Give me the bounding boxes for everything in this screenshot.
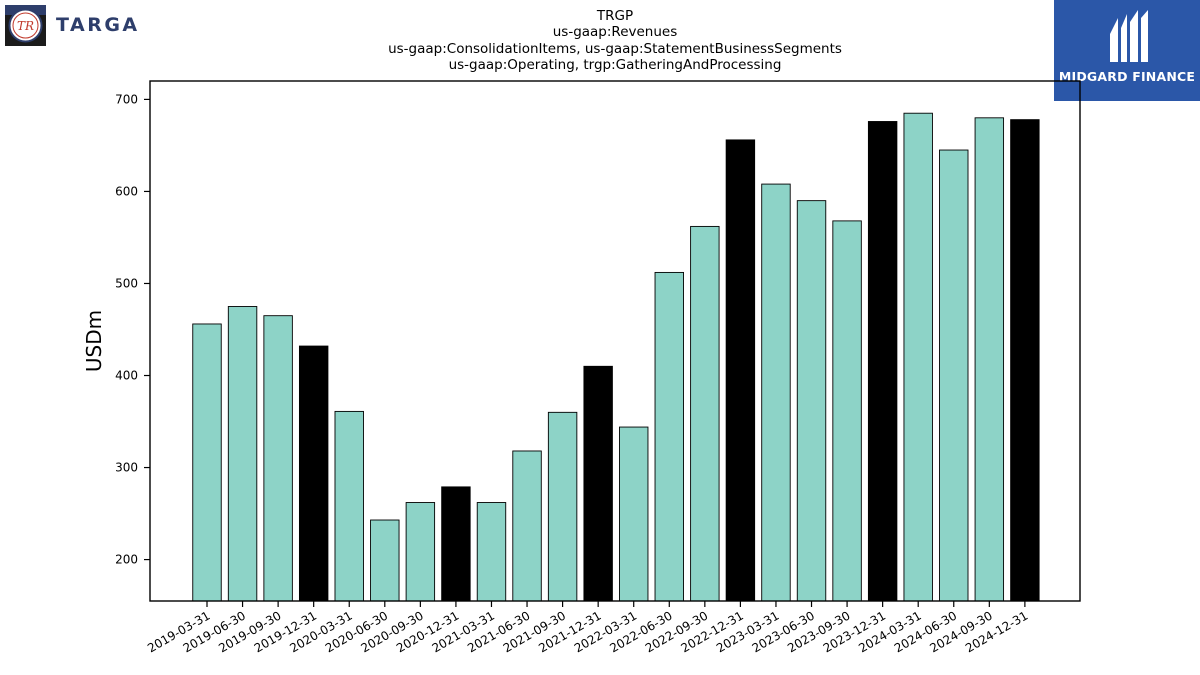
chart-title-line-4: us-gaap:Operating, trgp:GatheringAndProc… — [448, 56, 782, 73]
bar-2019-09-30 — [263, 315, 293, 602]
bar-2019-12-31 — [298, 345, 329, 602]
bar-2023-12-31 — [867, 121, 898, 602]
y-tick-label-200: 200 — [115, 553, 138, 567]
bar-2019-03-31 — [192, 323, 222, 602]
bar-2022-12-31 — [725, 139, 756, 602]
chart-title-line-2: us-gaap:Revenues — [552, 24, 678, 41]
bar-2020-12-31 — [441, 486, 471, 602]
targa-emblem-letters: TR — [17, 19, 34, 33]
bar-2021-06-30 — [512, 450, 542, 602]
bar-2024-09-30 — [974, 117, 1005, 602]
y-tick-label-700: 700 — [115, 92, 138, 106]
bar-2021-03-31 — [476, 502, 507, 602]
y-tick-label-400: 400 — [115, 369, 138, 383]
chart-title: TRGP us-gaap:Revenues us-gaap:Consolidat… — [315, 8, 915, 73]
bar-2020-03-31 — [334, 410, 364, 602]
targa-wordmark: TARGA — [56, 14, 140, 36]
plot-frame — [149, 80, 1081, 602]
bar-2019-06-30 — [227, 306, 258, 602]
plot-area: 2003004005006007002019-03-312019-06-3020… — [82, 80, 1081, 655]
bar-2022-09-30 — [690, 225, 720, 602]
y-tick-label-500: 500 — [115, 276, 138, 290]
bar-2022-03-31 — [619, 426, 649, 602]
bar-2021-09-30 — [547, 411, 578, 602]
midgard-wordmark: MIDGARD FINANCE — [1058, 69, 1196, 84]
bar-2024-06-30 — [939, 149, 969, 602]
bar-2020-09-30 — [405, 502, 436, 602]
bar-2022-06-30 — [654, 271, 684, 602]
bar-2024-03-31 — [903, 112, 933, 602]
chart-title-line-1: TRGP — [596, 8, 634, 24]
chart-title-line-3: us-gaap:ConsolidationItems, us-gaap:Stat… — [388, 40, 842, 57]
midgard-finance-logo: MIDGARD FINANCE — [1054, 0, 1200, 101]
bar-2023-09-30 — [832, 220, 862, 602]
y-tick-label-600: 600 — [115, 184, 138, 198]
midgard-emblem-icon — [1110, 10, 1148, 62]
bar-2023-03-31 — [761, 183, 791, 602]
targa-emblem-icon: TR — [5, 5, 46, 46]
bar-2024-12-31 — [1010, 119, 1040, 602]
y-axis-label: USDm — [82, 310, 106, 372]
bar-2023-06-30 — [796, 200, 827, 602]
bar-2020-06-30 — [370, 519, 400, 602]
y-tick-label-300: 300 — [115, 461, 138, 475]
bar-2021-12-31 — [583, 365, 613, 602]
targa-logo: TR TARGA — [4, 4, 164, 48]
